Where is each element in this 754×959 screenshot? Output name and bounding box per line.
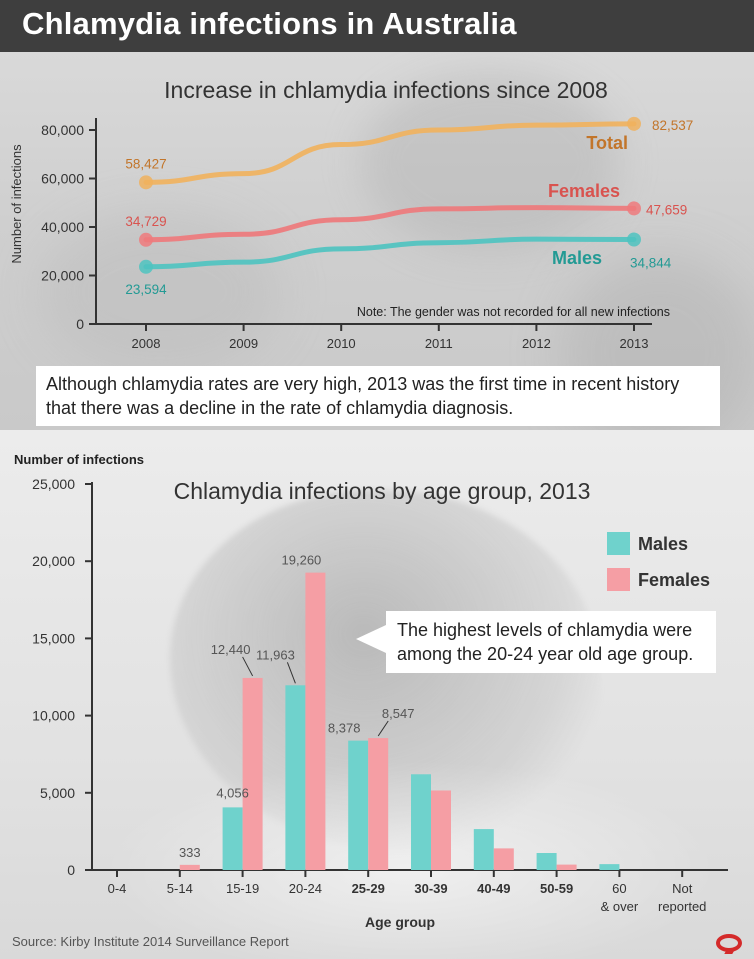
- line-chart-y-tick-label: 0: [76, 316, 84, 332]
- bar-chart-x-tick-label: reported: [658, 899, 706, 914]
- bar-legend-swatch-females: [607, 568, 630, 591]
- bar-chart-x-tick-label: 5-14: [167, 881, 193, 896]
- bar-chart-x-tick-label: 15-19: [226, 881, 259, 896]
- bar-data-label: 4,056: [216, 785, 249, 800]
- source-note: Source: Kirby Institute 2014 Surveillanc…: [12, 934, 289, 949]
- line-chart-y-tick-label: 20,000: [41, 268, 84, 284]
- line-point-males-end: [627, 232, 641, 247]
- line-series-total: [143, 121, 637, 185]
- line-point-females-start: [139, 232, 153, 247]
- line-chart-caption: Although chlamydia rates are very high, …: [36, 366, 720, 426]
- bar-chart-x-axis-label: Age group: [365, 914, 435, 930]
- line-chart-note: Note: The gender was not recorded for al…: [357, 305, 670, 319]
- bar-males-4: [348, 740, 369, 870]
- bar-chart-y-tick-label: 0: [67, 862, 75, 878]
- line-point-females-end: [627, 201, 641, 216]
- page-title: Chlamydia infections in Australia: [0, 0, 754, 52]
- bar-chart-x-tick-label: 30-39: [414, 881, 447, 896]
- line-chart-x-tick-label: 2008: [132, 336, 161, 351]
- conversation-logo-icon: [716, 934, 742, 952]
- line-series-name-males: Males: [552, 248, 602, 268]
- bar-chart-title: Chlamydia infections by age group, 2013: [174, 478, 591, 504]
- line-data-label-males-end: 34,844: [630, 256, 672, 271]
- line-chart-y-tick-label: 40,000: [41, 219, 84, 235]
- bar-legend-label-females: Females: [638, 570, 710, 590]
- line-chart-y-tick-label: 80,000: [41, 122, 84, 138]
- bar-chart-x-tick-label: 40-49: [477, 881, 510, 896]
- bar-data-label-leader: [242, 656, 254, 677]
- bar-chart-x-tick-label: 20-24: [289, 881, 322, 896]
- line-chart-x-tick-label: 2009: [229, 336, 258, 351]
- line-series-males: [143, 236, 637, 270]
- bar-females-7: [556, 864, 577, 870]
- line-point-males-start: [139, 259, 153, 274]
- line-data-label-females-start: 34,729: [125, 214, 166, 229]
- bar-males-5: [411, 774, 431, 870]
- line-series-name-total: Total: [586, 133, 628, 153]
- bar-chart-y-axis-label: Number of infections: [14, 452, 144, 467]
- bar-data-label: 333: [179, 845, 201, 860]
- line-data-label-total-end: 82,537: [652, 118, 693, 133]
- bar-chart-x-tick-label: 50-59: [540, 881, 573, 896]
- bar-chart-x-tick-label: Not: [672, 881, 693, 896]
- line-chart-x-tick-label: 2010: [327, 336, 356, 351]
- bar-females-6: [493, 848, 514, 870]
- bar-chart-x-tick-label: 25-29: [352, 881, 385, 896]
- line-point-total-end: [627, 116, 641, 131]
- bar-chart-x-tick-label: 0-4: [108, 881, 127, 896]
- bar-females-3: [305, 572, 326, 870]
- bar-females-1: [179, 864, 200, 870]
- line-point-total-start: [139, 175, 153, 190]
- bar-chart-y-tick-label: 5,000: [40, 785, 75, 801]
- bar-males-2: [222, 807, 243, 870]
- bar-legend-label-males: Males: [638, 534, 688, 554]
- bar-data-label-leader: [286, 662, 296, 684]
- line-chart-x-tick-label: 2012: [522, 336, 551, 351]
- bar-chart-y-tick-label: 25,000: [32, 476, 75, 492]
- bar-females-2: [242, 677, 263, 870]
- bar-males-3: [285, 685, 306, 870]
- bar-data-label: 8,547: [382, 706, 415, 721]
- bar-legend-swatch-males: [607, 532, 630, 555]
- callout-pointer: [356, 625, 386, 653]
- line-chart-x-tick-label: 2013: [620, 336, 649, 351]
- bar-data-label-leader: [377, 720, 389, 737]
- bar-chart-y-tick-label: 15,000: [32, 630, 75, 646]
- line-chart-x-tick-label: 2011: [425, 336, 453, 351]
- bar-males-6: [473, 829, 494, 870]
- bar-data-label: 12,440: [211, 642, 251, 657]
- bar-females-5: [431, 790, 451, 870]
- line-chart-y-axis-label: Number of infections: [9, 144, 24, 264]
- line-series-females: [143, 205, 637, 243]
- line-chart-title: Increase in chlamydia infections since 2…: [164, 77, 608, 103]
- bar-males-8: [599, 864, 620, 870]
- line-data-label-total-start: 58,427: [125, 156, 166, 171]
- bar-chart-x-tick-label: & over: [601, 899, 639, 914]
- line-chart-y-tick-label: 60,000: [41, 171, 84, 187]
- bar-chart-y-tick-label: 20,000: [32, 553, 75, 569]
- bar-chart-x-tick-label: 60: [612, 881, 626, 896]
- line-data-label-females-end: 47,659: [646, 202, 687, 217]
- line-data-label-males-start: 23,594: [125, 282, 167, 297]
- bar-data-label: 19,260: [282, 553, 322, 568]
- bar-data-label: 8,378: [328, 721, 361, 736]
- bar-chart-callout: The highest levels of chlamydia were amo…: [386, 611, 716, 673]
- line-series-name-females: Females: [548, 181, 620, 201]
- bar-data-label: 11,963: [256, 647, 295, 662]
- bar-chart-y-tick-label: 10,000: [32, 708, 75, 724]
- bar-females-4: [368, 738, 389, 870]
- bar-males-7: [536, 853, 557, 870]
